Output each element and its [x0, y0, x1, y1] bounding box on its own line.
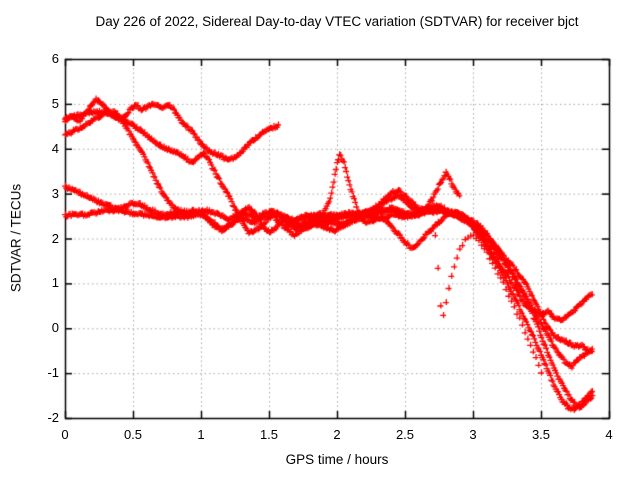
y-tick-label: 4 — [51, 140, 59, 156]
x-tick-label: 0 — [61, 427, 69, 442]
x-tick-label: 1.5 — [259, 427, 279, 442]
x-tick-label: 0.5 — [123, 427, 143, 442]
y-tick-label: 1 — [51, 275, 59, 291]
y-tick-label: 0 — [51, 320, 59, 336]
x-axis-label: GPS time / hours — [285, 452, 389, 467]
x-tick-label: 4 — [605, 427, 613, 442]
y-tick-label: -1 — [47, 365, 59, 381]
x-tick-label: 2 — [333, 427, 341, 442]
y-tick-label: 5 — [51, 95, 59, 111]
x-tick-label: 3 — [469, 427, 477, 442]
chart-title: Day 226 of 2022, Sidereal Day-to-day VTE… — [95, 14, 579, 29]
y-tick-label: 2 — [51, 230, 59, 246]
y-tick-label: 6 — [51, 51, 59, 66]
x-tick-label: 2.5 — [395, 427, 415, 442]
y-tick-label: -2 — [47, 410, 59, 425]
x-tick-label: 3.5 — [531, 427, 551, 442]
x-tick-label: 1 — [197, 427, 205, 442]
y-tick-label: 3 — [51, 185, 59, 201]
